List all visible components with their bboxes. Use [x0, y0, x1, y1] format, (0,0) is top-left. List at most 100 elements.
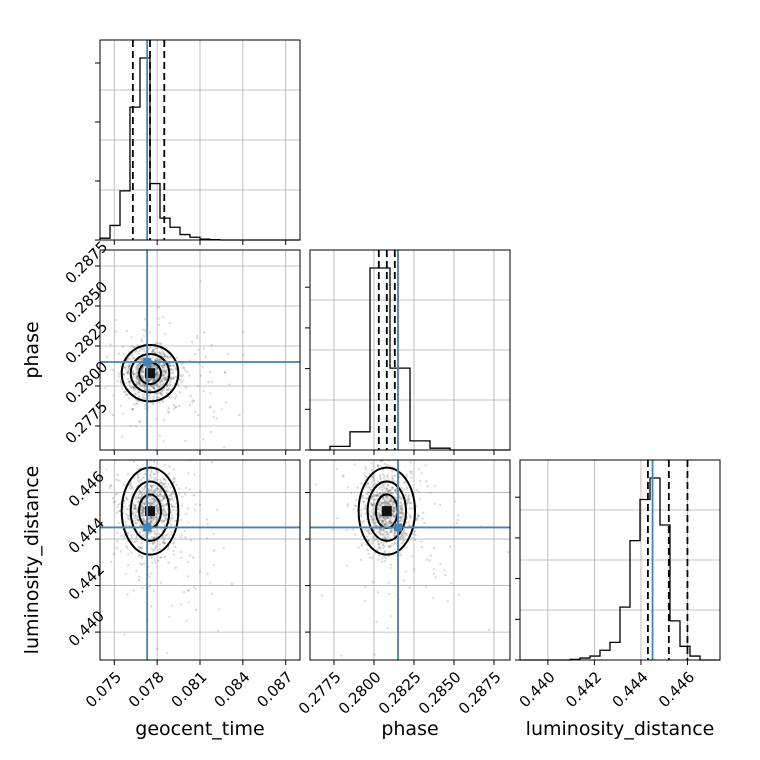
- sample-point: [131, 371, 134, 374]
- sample-point: [216, 629, 220, 632]
- sample-point: [143, 383, 146, 386]
- sample-point: [215, 417, 219, 420]
- sample-point: [163, 509, 166, 512]
- sample-point: [422, 511, 425, 515]
- sample-point: [345, 528, 349, 532]
- sample-point: [169, 380, 172, 384]
- sample-point: [155, 516, 158, 519]
- sample-point: [117, 375, 121, 378]
- sample-point: [167, 387, 171, 390]
- sample-point: [399, 536, 403, 539]
- sample-point: [127, 369, 131, 372]
- sample-point: [156, 358, 160, 361]
- sample-point: [402, 534, 405, 537]
- sample-point: [381, 522, 384, 525]
- sample-point: [154, 368, 158, 372]
- scatter-panel-geocent_time-phase: [95, 249, 301, 456]
- sample-point: [125, 523, 128, 527]
- sample-point: [139, 383, 142, 386]
- sample-point: [164, 370, 168, 373]
- sample-point: [378, 515, 381, 518]
- sample-point: [400, 504, 404, 507]
- sample-point: [119, 502, 122, 505]
- sample-point: [188, 554, 192, 557]
- sample-point: [116, 492, 119, 496]
- sample-point: [352, 507, 355, 511]
- sample-point: [110, 484, 113, 488]
- sample-point: [143, 492, 146, 496]
- sample-point: [156, 503, 159, 507]
- histogram-phase: [310, 267, 510, 451]
- sample-point: [148, 503, 151, 507]
- sample-point: [173, 541, 176, 544]
- sample-point: [159, 353, 162, 356]
- sample-point: [141, 509, 144, 512]
- sample-point: [132, 589, 135, 592]
- sample-point: [209, 392, 212, 395]
- sample-point: [141, 357, 144, 361]
- sample-point: [150, 384, 153, 387]
- sample-point: [159, 358, 162, 362]
- sample-point: [171, 542, 175, 545]
- x-tick-label: 0.078: [125, 668, 168, 711]
- y-tick-label: 0.446: [65, 467, 108, 510]
- sample-point: [167, 407, 171, 410]
- sample-point: [399, 554, 402, 557]
- sample-point: [380, 519, 383, 522]
- sample-point: [174, 397, 177, 400]
- y-tick-label: 0.2875: [62, 238, 112, 288]
- sample-point: [162, 541, 166, 545]
- sample-point: [379, 460, 382, 463]
- sample-point: [369, 501, 373, 504]
- sample-point: [379, 492, 382, 495]
- sample-point: [407, 499, 410, 502]
- sample-point: [142, 506, 145, 510]
- sample-point: [386, 476, 389, 479]
- sample-point: [163, 376, 167, 380]
- sample-point: [386, 535, 389, 539]
- sample-point: [171, 517, 175, 520]
- sample-point: [238, 413, 241, 417]
- sample-point: [148, 388, 151, 391]
- sample-point: [122, 412, 125, 415]
- sample-point: [125, 546, 129, 549]
- sample-point: [133, 519, 136, 523]
- sample-point: [136, 370, 139, 374]
- sample-point: [132, 386, 136, 389]
- sample-point: [126, 593, 129, 596]
- sample-point: [205, 518, 209, 521]
- density-peak: [145, 506, 155, 517]
- sample-point: [137, 575, 141, 579]
- sample-point: [147, 378, 151, 382]
- sample-point: [156, 487, 159, 491]
- sample-point: [381, 520, 385, 523]
- sample-point: [140, 529, 144, 532]
- sample-point: [408, 524, 411, 527]
- sample-point: [103, 450, 105, 452]
- sample-point: [156, 371, 159, 375]
- sample-point: [371, 486, 374, 489]
- sample-point: [346, 502, 350, 506]
- sample-point: [359, 514, 363, 518]
- sample-point: [140, 358, 143, 362]
- sample-point: [360, 544, 363, 547]
- sample-point: [143, 485, 147, 489]
- sample-point: [163, 555, 167, 559]
- sample-point: [183, 367, 186, 370]
- sample-point: [401, 512, 405, 516]
- sample-point: [168, 362, 171, 366]
- sample-point: [371, 510, 374, 514]
- sample-point: [381, 557, 384, 560]
- sample-point: [162, 540, 165, 544]
- sample-point: [162, 374, 165, 377]
- sample-point: [384, 522, 387, 526]
- sample-point: [202, 389, 205, 393]
- sample-point: [159, 342, 162, 346]
- sample-point: [145, 454, 147, 456]
- sample-point: [167, 489, 170, 493]
- sample-point: [383, 535, 387, 539]
- sample-point: [210, 380, 214, 384]
- sample-point: [149, 473, 152, 476]
- sample-point: [147, 531, 151, 534]
- sample-point: [163, 504, 166, 507]
